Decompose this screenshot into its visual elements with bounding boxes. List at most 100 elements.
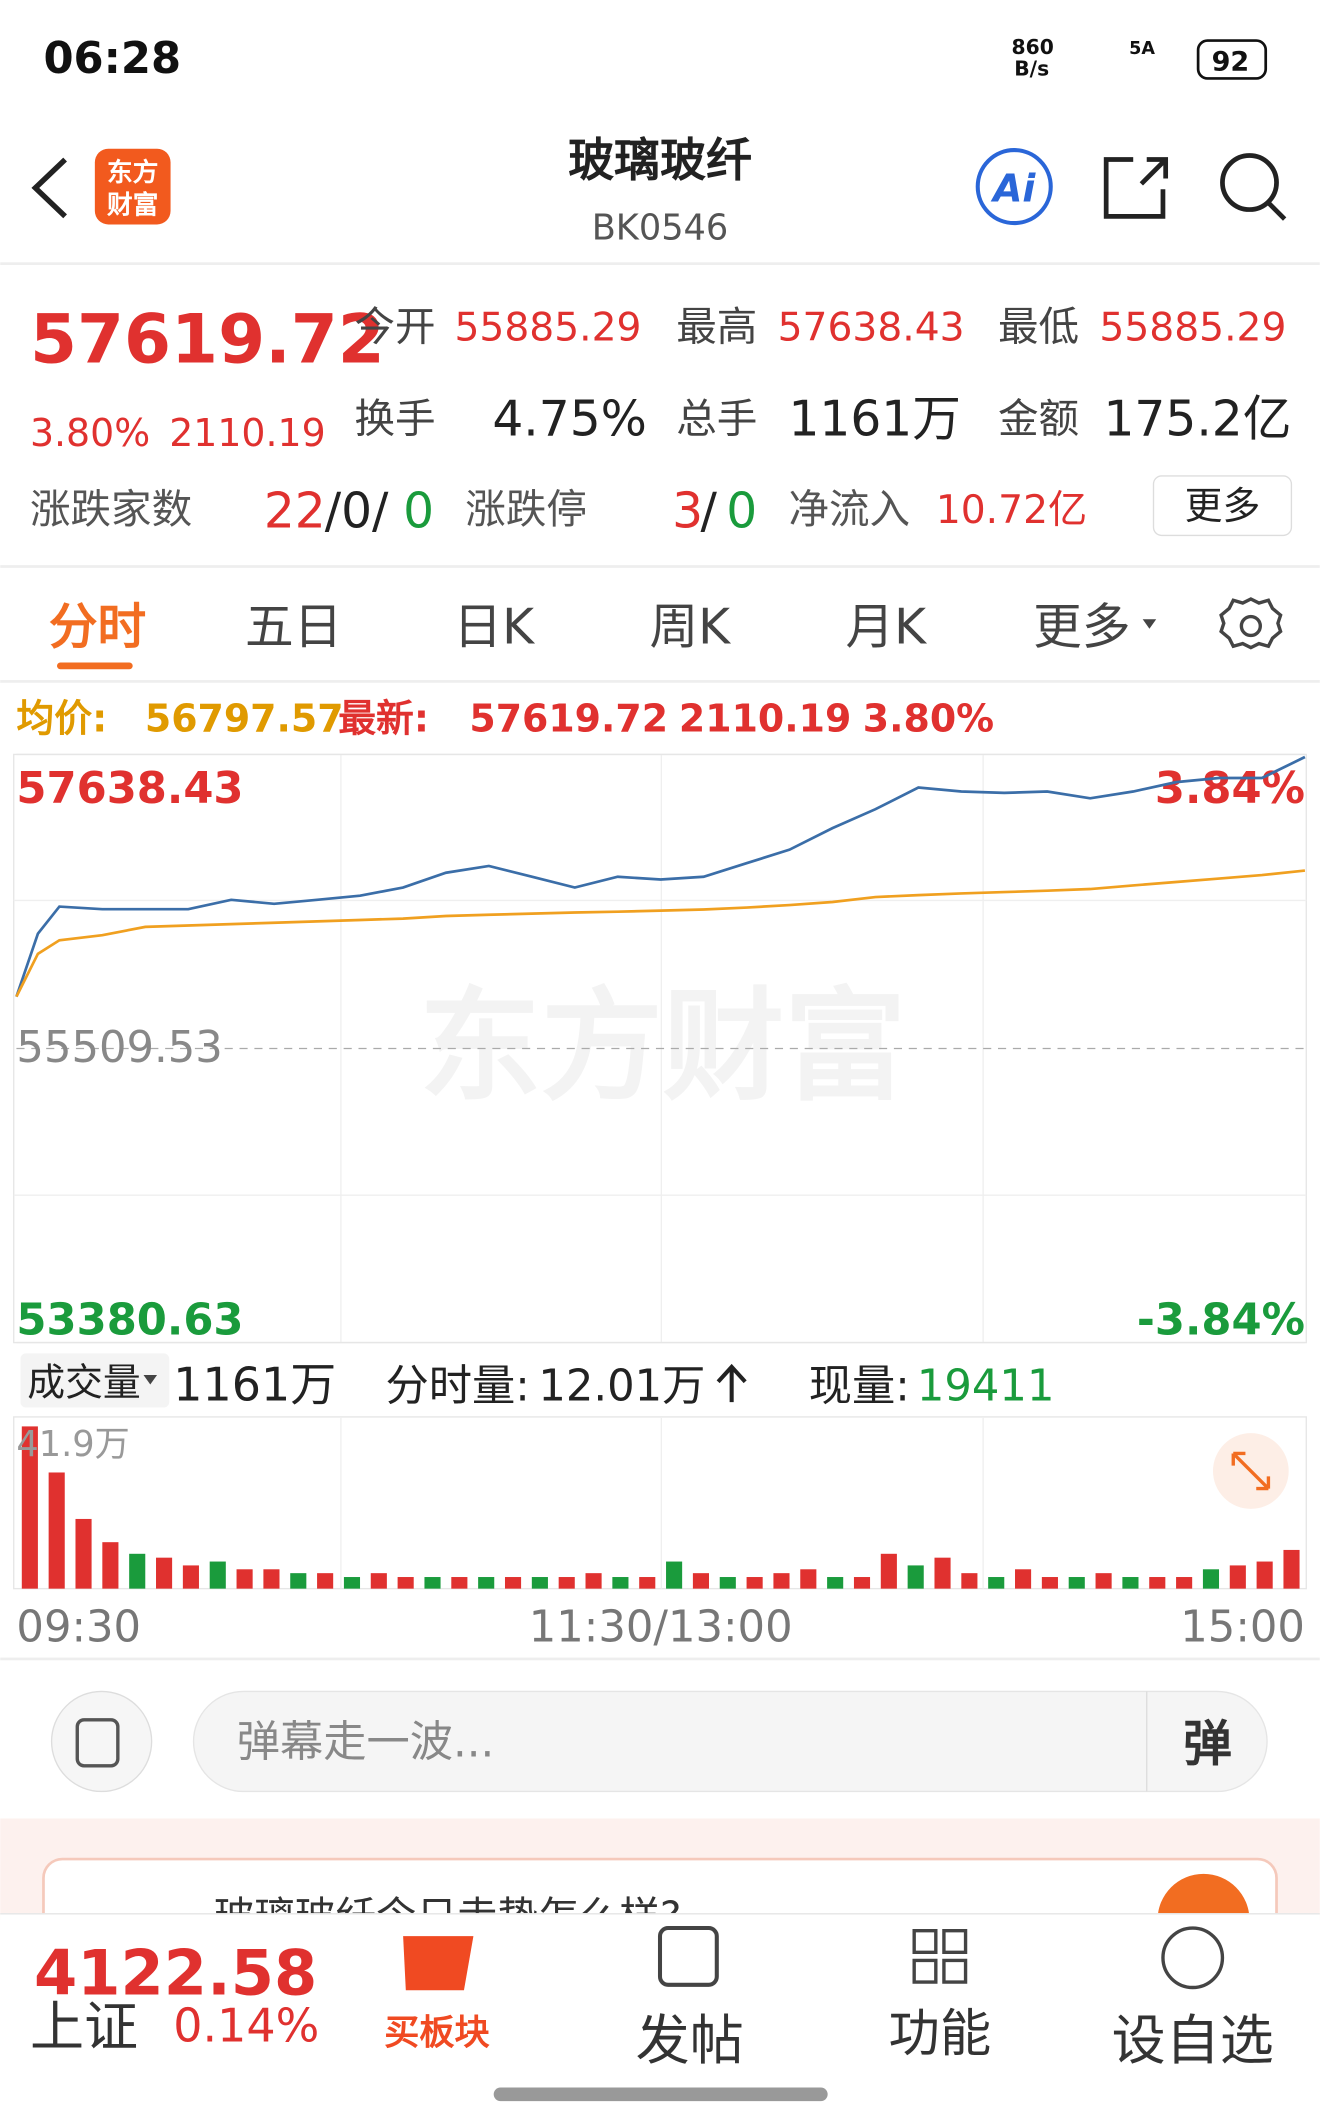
limit-up: 3 — [672, 483, 703, 539]
volume-bar — [21, 1426, 38, 1589]
volume-bar — [504, 1577, 522, 1589]
dropdown-caret — [143, 1375, 158, 1385]
tab[interactable]: 日K — [453, 600, 535, 656]
index-value[interactable]: 4122.58 — [34, 1936, 317, 2009]
volume-bar — [988, 1577, 1005, 1589]
volume-bar — [424, 1577, 441, 1589]
volume-bar — [639, 1577, 656, 1589]
latest-label: 最新: — [338, 696, 429, 740]
back-button[interactable] — [31, 157, 67, 219]
volume-bar — [343, 1577, 361, 1589]
volume-bar — [853, 1577, 871, 1589]
volume-bar — [827, 1577, 844, 1589]
updown-label: 涨跌家数 — [30, 485, 192, 533]
divider — [0, 1657, 1320, 1661]
watermark: 东方财富 — [419, 975, 906, 1117]
volume-bar — [612, 1577, 629, 1589]
volume-bar — [451, 1577, 468, 1589]
x-tick-label: 15:00 — [1180, 1602, 1305, 1652]
volume-bar — [666, 1561, 683, 1589]
tab[interactable]: 五日 — [245, 600, 342, 656]
tab[interactable]: 周K — [649, 600, 731, 656]
high: 57638.43 — [778, 306, 965, 351]
nav-item[interactable]: 设自选 — [1112, 2009, 1274, 2072]
battery — [1196, 39, 1268, 80]
limit-sep: / — [701, 483, 718, 539]
series-line — [15, 755, 1306, 998]
danmaku-button[interactable]: 弹 — [1183, 1716, 1232, 1772]
inflow-label: 净流入 — [788, 485, 910, 533]
open: 55885.29 — [454, 306, 641, 351]
battery-level: 92 — [1212, 46, 1250, 77]
avg-label: 均价: — [16, 696, 107, 740]
net-unit: B/s — [1014, 57, 1049, 81]
volume-bar — [692, 1573, 709, 1589]
volume-bar — [1229, 1565, 1246, 1589]
volume-bar — [961, 1573, 978, 1589]
comment-input[interactable] — [192, 1690, 1268, 1793]
nav-item[interactable]: 功能 — [889, 2004, 992, 2064]
volume-bar — [317, 1573, 334, 1589]
change-pct: 3.80% — [30, 411, 150, 455]
search-button[interactable] — [1220, 153, 1279, 212]
volume-bar — [156, 1557, 173, 1589]
volume-bar — [236, 1569, 253, 1589]
amount: 175.2亿 — [1103, 391, 1291, 447]
share-button[interactable] — [1103, 157, 1169, 219]
volume-bar — [907, 1565, 924, 1589]
volume-bar — [1068, 1577, 1085, 1589]
nav-item[interactable]: 买板块 — [384, 2012, 490, 2053]
avg: 56797.57 — [145, 696, 344, 740]
volume-title: 成交量 — [27, 1360, 141, 1404]
volume-selector[interactable] — [20, 1353, 170, 1408]
volume-bar — [1256, 1561, 1273, 1589]
volume-bar — [1095, 1573, 1112, 1589]
turnover: 4.75% — [492, 391, 647, 447]
ai-button[interactable] — [975, 148, 1053, 226]
volume-bar — [800, 1569, 817, 1589]
tab[interactable]: 月K — [846, 600, 928, 656]
page-title: 玻璃玻纤 — [568, 133, 752, 187]
latest-change: 2110.19 — [679, 696, 851, 740]
search-handle — [1266, 201, 1287, 221]
change: 2110.19 — [169, 411, 326, 455]
volume-bar — [1015, 1569, 1032, 1589]
logo[interactable] — [94, 148, 171, 225]
ai-label: Ai — [990, 166, 1036, 210]
y-tick-label: 55509.53 — [16, 1023, 222, 1073]
notes-button[interactable] — [50, 1690, 153, 1793]
watchlist-icon — [1161, 1926, 1225, 1990]
amount-label: 金额 — [998, 395, 1079, 443]
y-tick-label: 57638.43 — [16, 764, 243, 814]
y2-tick-label: 3.84% — [1155, 764, 1305, 814]
function-icon — [912, 1929, 968, 1984]
divider — [0, 262, 1320, 265]
divider — [0, 680, 1320, 683]
logo-text: 东方 — [107, 157, 158, 188]
volume-grid — [340, 1416, 984, 1589]
tab-underline — [56, 662, 133, 670]
settings-button[interactable] — [1219, 597, 1283, 650]
nav-item[interactable]: 发帖 — [636, 2009, 744, 2072]
tab[interactable]: 分时 — [49, 600, 146, 656]
more-button[interactable] — [1152, 475, 1293, 537]
index-pct: 0.14% — [173, 1999, 319, 2053]
home-indicator — [493, 2087, 828, 2102]
volume-bar — [1122, 1577, 1139, 1589]
notes-icon — [75, 1718, 120, 1768]
volume-bar — [48, 1472, 65, 1589]
x-tick-label: 09:30 — [16, 1602, 141, 1652]
volume-bar — [1283, 1549, 1300, 1589]
volume-bar — [370, 1573, 387, 1589]
volume-label: 总手 — [676, 395, 757, 443]
volume-bar — [1176, 1577, 1193, 1589]
latest-pct: 3.80% — [863, 696, 994, 740]
down-count: 0 — [403, 483, 434, 539]
volume-bar — [263, 1569, 280, 1589]
tab[interactable]: 更多 — [1033, 600, 1130, 656]
up-count: 22 — [264, 483, 326, 539]
volume-bar — [1149, 1577, 1166, 1589]
volume-bar — [209, 1561, 226, 1589]
signal: 5A — [1129, 39, 1155, 59]
